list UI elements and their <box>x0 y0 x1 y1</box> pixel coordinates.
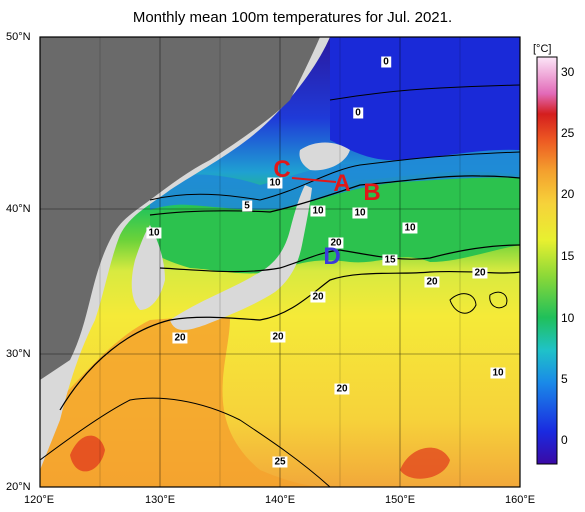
eddy-contour <box>489 291 508 309</box>
contour-label: 5 <box>242 200 252 212</box>
lat-label-20n: 20°N <box>6 481 31 493</box>
colorbar-tick-15: 15 <box>561 249 575 263</box>
lon-label-150e: 150°E <box>385 494 416 506</box>
isotherm-10 <box>149 175 520 216</box>
colorbar-tick-10: 10 <box>561 311 575 325</box>
eddy-contour <box>449 293 477 314</box>
map-frame <box>39 36 521 488</box>
colorbar <box>536 56 558 465</box>
contour-label: 20 <box>328 237 344 249</box>
graticule <box>40 37 520 487</box>
contour-label: 15 <box>382 254 398 266</box>
transect-line <box>291 177 337 183</box>
isotherm-15 <box>159 244 520 273</box>
colorbar-tick-30: 30 <box>561 65 575 79</box>
contour-label: 20 <box>270 331 286 343</box>
korea-landmass <box>131 225 165 310</box>
contour-label: 10 <box>146 227 162 239</box>
contour-label: 10 <box>310 205 326 217</box>
contour-label: 10 <box>267 177 283 189</box>
hot-spot <box>70 435 105 472</box>
hot-spot <box>400 447 450 479</box>
contour-label: 10 <box>490 367 506 379</box>
marker-d: D <box>323 243 341 270</box>
contour-label: 20 <box>472 267 488 279</box>
lon-label-160e: 160°E <box>505 494 536 506</box>
nodata-region <box>40 37 320 380</box>
contour-label: 20 <box>172 332 188 344</box>
map-title: Monthly mean 100m temperatures for Jul. … <box>132 9 453 26</box>
colorbar-units: [°C] <box>533 43 552 55</box>
contour-label: 20 <box>424 276 440 288</box>
lat-label-40n: 40°N <box>6 203 31 215</box>
cold-water-region <box>330 37 520 161</box>
contour-label: 20 <box>334 383 350 395</box>
contour-label: 10 <box>402 222 418 234</box>
lon-label-120e: 120°E <box>24 494 55 506</box>
colorbar-tick-5: 5 <box>561 372 568 386</box>
marker-b: B <box>363 179 381 206</box>
colorbar-tick-20: 20 <box>561 187 575 201</box>
hokkaido-landmass <box>299 142 350 171</box>
japan-landmass <box>170 185 312 330</box>
frontal-zone <box>150 171 520 274</box>
colorbar-tick-25: 25 <box>561 126 575 140</box>
lon-label-130e: 130°E <box>145 494 176 506</box>
contour-label: 20 <box>310 291 326 303</box>
contour-label: 0 <box>353 107 363 119</box>
marker-a: A <box>333 170 351 197</box>
cool-water-region <box>150 150 520 210</box>
isotherm-5 <box>149 151 520 201</box>
isotherm-25 <box>40 397 331 487</box>
contour-label: 25 <box>272 456 288 468</box>
taiwan-landmass <box>42 421 54 448</box>
marker-c: C <box>273 156 291 183</box>
isotherm-20 <box>59 270 520 411</box>
contour-label: 10 <box>352 207 368 219</box>
contour-label: 0 <box>381 56 391 68</box>
lat-label-30n: 30°N <box>6 348 31 360</box>
colorbar-tick-0: 0 <box>561 433 568 447</box>
isotherm-0 <box>329 84 520 101</box>
lat-label-50n: 50°N <box>6 31 31 43</box>
lon-label-140e: 140°E <box>265 494 296 506</box>
warm-water-region <box>40 317 330 487</box>
